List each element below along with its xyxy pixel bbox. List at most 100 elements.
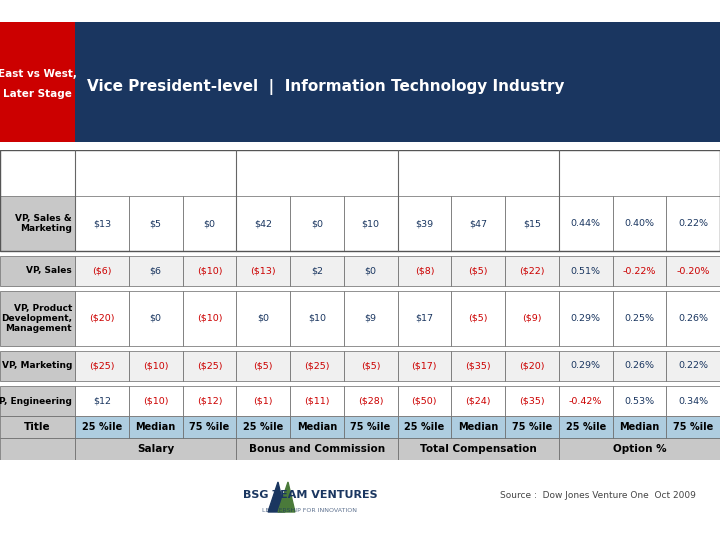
Text: VP, Engineering: VP, Engineering <box>0 396 72 406</box>
Text: Median: Median <box>458 422 498 432</box>
Bar <box>129 386 182 416</box>
Text: ($17): ($17) <box>412 361 437 370</box>
Text: $6: $6 <box>150 267 161 275</box>
Bar <box>182 256 236 286</box>
Bar <box>0 351 75 381</box>
Bar <box>505 416 559 438</box>
Text: ($8): ($8) <box>415 267 434 275</box>
Text: Title: Title <box>24 422 51 432</box>
Text: $0: $0 <box>257 314 269 323</box>
Text: $10: $10 <box>308 314 326 323</box>
Text: 0.22%: 0.22% <box>678 361 708 370</box>
Bar <box>613 291 666 346</box>
Bar <box>182 416 236 438</box>
Bar <box>0 256 75 286</box>
Bar <box>505 291 559 346</box>
Text: ($20): ($20) <box>519 361 544 370</box>
Bar <box>451 386 505 416</box>
Text: VP, Marketing: VP, Marketing <box>1 361 72 370</box>
Bar <box>129 196 182 251</box>
Bar <box>75 256 129 286</box>
Bar <box>0 196 75 251</box>
Bar <box>75 438 236 460</box>
Text: $2: $2 <box>311 267 323 275</box>
Bar <box>236 351 290 381</box>
Text: -0.20%: -0.20% <box>676 267 710 275</box>
Bar <box>343 256 397 286</box>
Bar <box>182 196 236 251</box>
Bar <box>343 351 397 381</box>
Text: $0: $0 <box>364 267 377 275</box>
Bar <box>613 386 666 416</box>
Bar <box>343 291 397 346</box>
Text: $42: $42 <box>254 219 272 228</box>
Text: $12: $12 <box>93 396 111 406</box>
Bar <box>290 351 343 381</box>
Text: Source :  Dow Jones Venture One  Oct 2009: Source : Dow Jones Venture One Oct 2009 <box>500 490 696 500</box>
Bar <box>559 351 613 381</box>
Bar <box>505 386 559 416</box>
Bar <box>613 416 666 438</box>
Text: ($35): ($35) <box>519 396 545 406</box>
Bar <box>343 196 397 251</box>
Text: 0.29%: 0.29% <box>571 361 600 370</box>
Text: ($10): ($10) <box>143 396 168 406</box>
Polygon shape <box>278 482 295 512</box>
Text: 0.44%: 0.44% <box>571 219 600 228</box>
Bar <box>505 256 559 286</box>
Text: ($10): ($10) <box>143 361 168 370</box>
Text: ($5): ($5) <box>469 314 488 323</box>
Bar <box>505 351 559 381</box>
Text: $39: $39 <box>415 219 433 228</box>
Text: $10: $10 <box>361 219 379 228</box>
Bar <box>559 416 613 438</box>
Bar <box>0 416 75 438</box>
Text: VP, Sales: VP, Sales <box>26 267 72 275</box>
Text: 25 %ile: 25 %ile <box>404 422 444 432</box>
Text: $0: $0 <box>203 219 215 228</box>
Text: Option %: Option % <box>613 444 666 454</box>
Bar <box>0 150 720 251</box>
Text: $9: $9 <box>364 314 377 323</box>
Bar <box>559 256 613 286</box>
Text: ($5): ($5) <box>253 361 273 370</box>
Text: 0.26%: 0.26% <box>624 361 654 370</box>
Text: 0.34%: 0.34% <box>678 396 708 406</box>
Text: 0.53%: 0.53% <box>624 396 654 406</box>
Text: 0.29%: 0.29% <box>571 314 600 323</box>
Bar <box>290 291 343 346</box>
Bar <box>129 256 182 286</box>
Text: Salary: Salary <box>137 444 174 454</box>
Bar <box>0 438 75 460</box>
Text: $0: $0 <box>311 219 323 228</box>
Text: East vs West,: East vs West, <box>0 69 77 79</box>
Text: 75 %ile: 75 %ile <box>512 422 552 432</box>
Text: 25 %ile: 25 %ile <box>565 422 606 432</box>
Text: ($24): ($24) <box>465 396 491 406</box>
Text: VP, Sales &
Marketing: VP, Sales & Marketing <box>15 214 72 233</box>
Text: Median: Median <box>619 422 660 432</box>
Bar <box>75 386 129 416</box>
Bar <box>397 196 451 251</box>
Bar <box>451 291 505 346</box>
Bar <box>666 196 720 251</box>
Text: Later Stage: Later Stage <box>3 89 72 99</box>
Bar <box>613 351 666 381</box>
Text: $13: $13 <box>93 219 111 228</box>
Text: LEADERSHIP FOR INNOVATION: LEADERSHIP FOR INNOVATION <box>263 508 358 512</box>
Text: BSG TEAM VENTURES: BSG TEAM VENTURES <box>243 490 377 500</box>
Bar <box>129 291 182 346</box>
Bar <box>559 196 613 251</box>
Bar <box>451 256 505 286</box>
Text: Median: Median <box>135 422 176 432</box>
Text: -0.22%: -0.22% <box>623 267 656 275</box>
Text: ($28): ($28) <box>358 396 383 406</box>
Text: 0.51%: 0.51% <box>571 267 600 275</box>
Text: ($25): ($25) <box>197 361 222 370</box>
Bar <box>236 386 290 416</box>
Bar <box>236 291 290 346</box>
Bar <box>182 386 236 416</box>
Bar <box>236 196 290 251</box>
Bar <box>666 386 720 416</box>
Text: 75 %ile: 75 %ile <box>351 422 391 432</box>
